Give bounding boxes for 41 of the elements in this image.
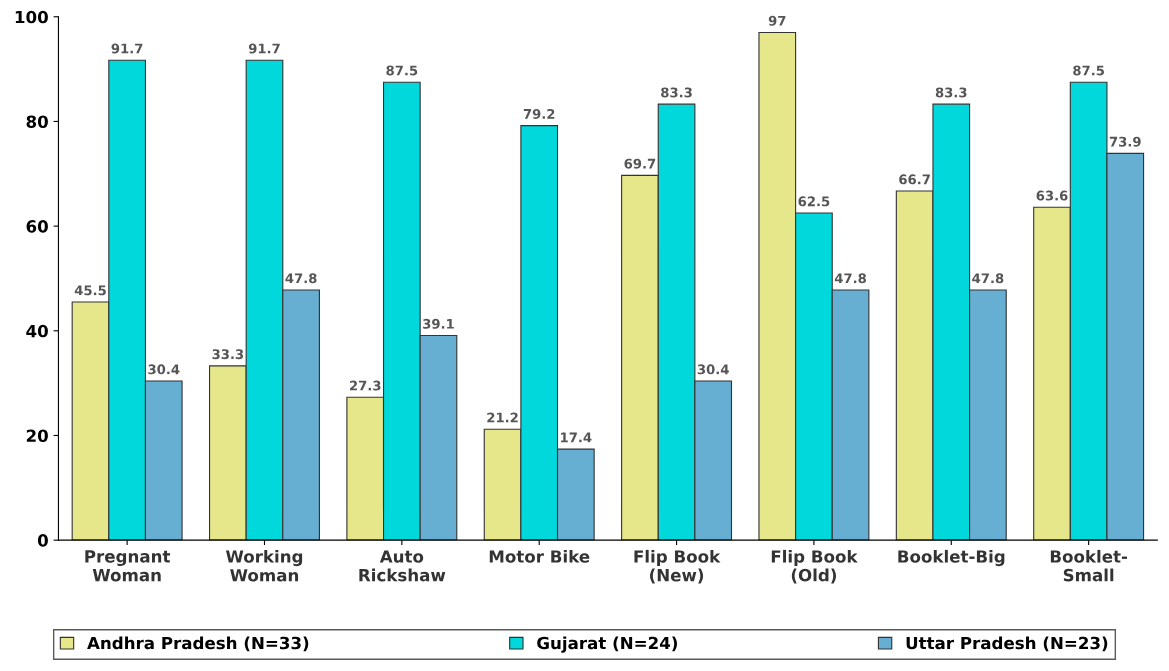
data-label: 63.6 — [1036, 190, 1068, 201]
data-label: 47.8 — [834, 273, 866, 284]
data-label: 17.4 — [561, 432, 592, 443]
data-label: 30.4 — [148, 364, 180, 375]
x-tick-label: Flip Book (Old) — [771, 549, 858, 584]
y-tick-label: 100 — [15, 10, 48, 24]
data-label: 91.7 — [111, 43, 143, 54]
data-label: 30.4 — [697, 364, 729, 375]
data-label: 79.2 — [523, 108, 555, 119]
data-label: 83.3 — [935, 87, 967, 98]
x-tick-label: Working Woman — [225, 549, 303, 582]
data-label: 47.8 — [285, 273, 317, 284]
y-tick-label: 40 — [26, 324, 48, 338]
x-tick-label: Pregnant Woman — [85, 550, 171, 582]
data-label: 62.5 — [798, 196, 830, 207]
x-tick-label: Motor Bike — [489, 549, 590, 563]
data-label: 69.7 — [624, 158, 656, 169]
data-label: 73.9 — [1109, 136, 1141, 147]
data-label: 45.5 — [74, 285, 106, 296]
x-tick-label: Booklet-Big — [898, 549, 1005, 567]
data-label: 66.7 — [899, 174, 930, 185]
legend-label: Andhra Pradesh (N=33) — [87, 636, 309, 652]
y-tick-label: 60 — [26, 220, 48, 233]
legend-label: Gujarat (N=24) — [537, 636, 677, 653]
data-label: 91.7 — [248, 43, 280, 54]
legend-label: Uttar Pradesh (N=23) — [906, 636, 1108, 652]
data-label: 33.3 — [212, 349, 244, 360]
x-tick-label: Auto Rickshaw — [359, 550, 446, 582]
y-tick-label: 0 — [37, 534, 48, 547]
data-label: 27.3 — [349, 380, 381, 391]
x-tick-label: Booklet- Small — [1050, 549, 1128, 582]
x-tick-label: Flip Book (New) — [634, 549, 721, 584]
data-label: 21.2 — [487, 412, 518, 423]
y-tick-label: 20 — [26, 429, 48, 443]
y-tick-label: 80 — [26, 115, 48, 129]
data-label: 47.8 — [972, 273, 1004, 284]
data-label: 87.5 — [386, 65, 418, 76]
data-label: 97 — [768, 15, 786, 26]
data-label: 87.5 — [1073, 65, 1104, 76]
data-label: 39.1 — [423, 318, 454, 329]
data-label: 83.3 — [661, 87, 692, 98]
